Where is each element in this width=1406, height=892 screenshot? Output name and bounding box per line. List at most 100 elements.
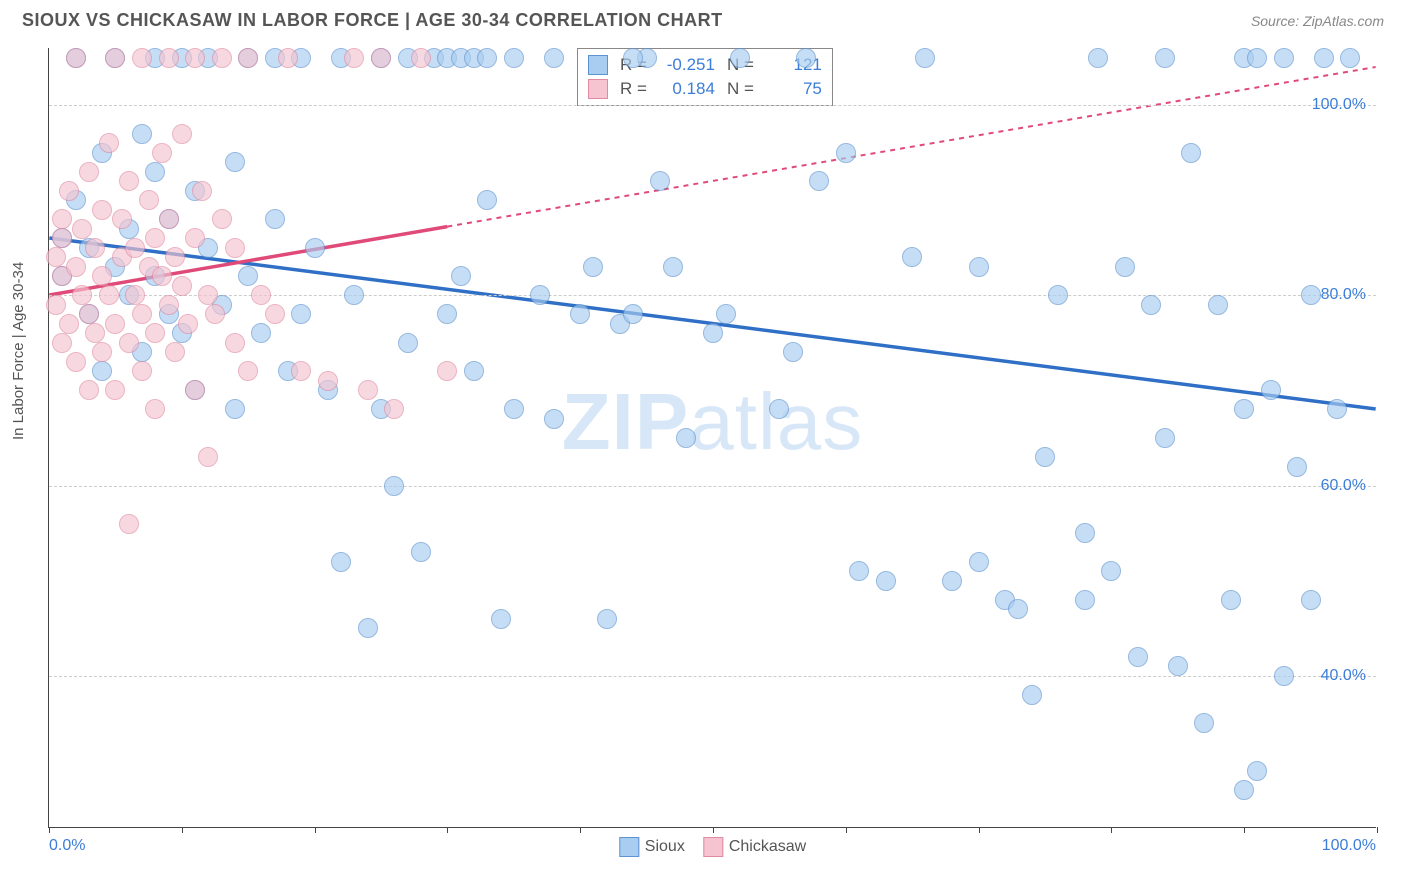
scatter-point [703, 323, 723, 343]
scatter-point [836, 143, 856, 163]
scatter-point [172, 276, 192, 296]
scatter-point [1128, 647, 1148, 667]
scatter-point [451, 266, 471, 286]
scatter-point [477, 190, 497, 210]
scatter-point [52, 209, 72, 229]
gridline-h [49, 295, 1376, 296]
legend-series-item: Chickasaw [703, 837, 806, 857]
scatter-point [278, 48, 298, 68]
scatter-point [1234, 780, 1254, 800]
scatter-point [46, 247, 66, 267]
legend-series-label: Sioux [645, 838, 685, 856]
n-value: 75 [766, 79, 822, 99]
legend-series: Sioux Chickasaw [619, 837, 806, 857]
scatter-point [132, 361, 152, 381]
y-axis-label: In Labor Force | Age 30-34 [10, 262, 27, 440]
scatter-point [225, 333, 245, 353]
scatter-point [251, 323, 271, 343]
scatter-point [915, 48, 935, 68]
scatter-point [225, 238, 245, 258]
x-tick [1244, 827, 1245, 833]
scatter-point [265, 209, 285, 229]
scatter-point [411, 48, 431, 68]
scatter-point [1287, 457, 1307, 477]
scatter-point [358, 380, 378, 400]
scatter-point [491, 609, 511, 629]
scatter-point [730, 48, 750, 68]
scatter-point [597, 609, 617, 629]
scatter-point [238, 48, 258, 68]
scatter-point [152, 266, 172, 286]
scatter-point [165, 247, 185, 267]
scatter-point [159, 295, 179, 315]
scatter-point [79, 304, 99, 324]
scatter-point [46, 295, 66, 315]
chart-plot-area: ZIPatlas R =-0.251N =121R =0.184N =75 0.… [48, 48, 1376, 828]
scatter-point [783, 342, 803, 362]
r-value: 0.184 [659, 79, 715, 99]
x-tick [1111, 827, 1112, 833]
x-axis-min-label: 0.0% [49, 837, 85, 855]
scatter-point [969, 257, 989, 277]
scatter-point [384, 476, 404, 496]
scatter-point [145, 228, 165, 248]
scatter-point [132, 304, 152, 324]
scatter-point [198, 285, 218, 305]
scatter-point [79, 380, 99, 400]
scatter-point [1155, 48, 1175, 68]
scatter-point [570, 304, 590, 324]
legend-series-label: Chickasaw [729, 838, 806, 856]
scatter-point [1314, 48, 1334, 68]
scatter-point [205, 304, 225, 324]
chart-title: SIOUX VS CHICKASAW IN LABOR FORCE | AGE … [22, 10, 723, 31]
scatter-point [477, 48, 497, 68]
scatter-point [1101, 561, 1121, 581]
scatter-point [876, 571, 896, 591]
scatter-point [464, 361, 484, 381]
x-tick [846, 827, 847, 833]
scatter-point [902, 247, 922, 267]
scatter-point [119, 514, 139, 534]
scatter-point [59, 181, 79, 201]
scatter-point [185, 380, 205, 400]
scatter-point [650, 171, 670, 191]
scatter-point [192, 181, 212, 201]
scatter-point [291, 304, 311, 324]
x-tick [315, 827, 316, 833]
scatter-point [769, 399, 789, 419]
gridline-h [49, 105, 1376, 106]
scatter-point [125, 238, 145, 258]
legend-swatch [588, 79, 608, 99]
scatter-point [291, 361, 311, 381]
scatter-point [411, 542, 431, 562]
x-tick [979, 827, 980, 833]
scatter-point [942, 571, 962, 591]
scatter-point [145, 162, 165, 182]
scatter-point [105, 314, 125, 334]
scatter-point [504, 399, 524, 419]
scatter-point [305, 238, 325, 258]
source-label: Source: ZipAtlas.com [1251, 13, 1384, 29]
scatter-point [1155, 428, 1175, 448]
scatter-point [437, 304, 457, 324]
scatter-point [92, 342, 112, 362]
scatter-point [1234, 399, 1254, 419]
scatter-point [145, 323, 165, 343]
scatter-point [59, 314, 79, 334]
r-value: -0.251 [659, 55, 715, 75]
legend-swatch [619, 837, 639, 857]
scatter-point [583, 257, 603, 277]
scatter-point [212, 209, 232, 229]
scatter-point [66, 352, 86, 372]
scatter-point [139, 190, 159, 210]
scatter-point [1048, 285, 1068, 305]
scatter-point [623, 304, 643, 324]
scatter-point [85, 238, 105, 258]
scatter-point [676, 428, 696, 448]
scatter-point [544, 48, 564, 68]
scatter-point [159, 209, 179, 229]
scatter-point [398, 333, 418, 353]
y-tick-label: 40.0% [1321, 667, 1366, 685]
scatter-point [1181, 143, 1201, 163]
scatter-point [1327, 399, 1347, 419]
